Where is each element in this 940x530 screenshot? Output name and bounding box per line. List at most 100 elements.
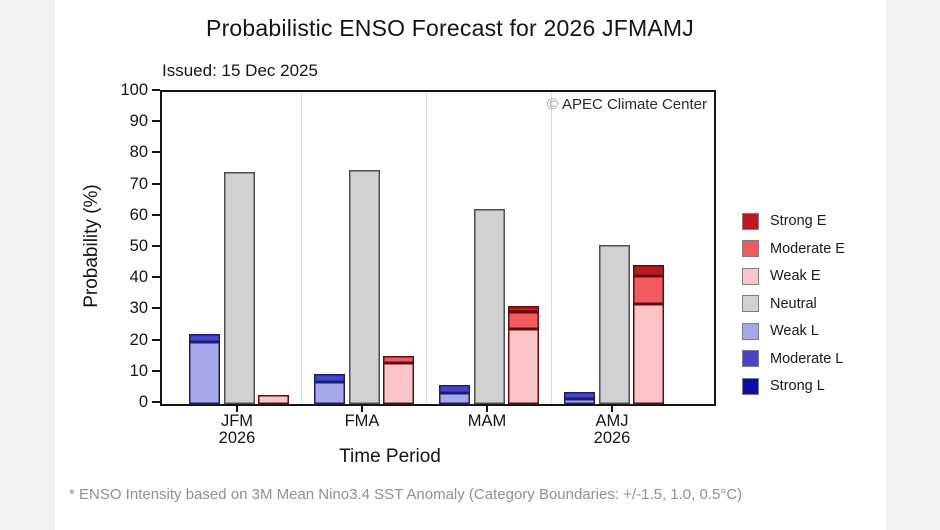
category-separator-gridline xyxy=(425,92,428,404)
bar-segment-moderate-l xyxy=(439,385,470,394)
x-axis-label: Time Period xyxy=(339,446,441,467)
y-tick-mark xyxy=(152,182,160,185)
legend-item-weak-l: Weak L xyxy=(742,322,845,340)
x-tick-label-line: FMA xyxy=(344,412,380,430)
y-tick-mark xyxy=(152,401,160,403)
neutral-bar xyxy=(598,244,630,404)
legend-swatch xyxy=(742,240,759,257)
watermark: © APEC Climate Center xyxy=(547,96,707,113)
bar-segment-moderate-l xyxy=(564,391,595,400)
legend-label: Weak L xyxy=(770,323,819,339)
y-tick-label: 40 xyxy=(129,268,148,287)
y-tick-label: 80 xyxy=(129,143,148,162)
legend-label: Moderate L xyxy=(770,350,844,367)
legend-item-strong-l: Strong L xyxy=(742,377,845,395)
x-tick-label-line: MAM xyxy=(467,412,507,430)
y-tick-mark xyxy=(152,120,160,123)
y-tick-mark xyxy=(152,151,160,154)
bar-segment-strong-e xyxy=(508,305,539,312)
legend-swatch xyxy=(742,295,759,312)
y-tick-label: 0 xyxy=(138,393,148,411)
el_nino-bar xyxy=(383,355,414,404)
el_nino-bar xyxy=(258,394,289,404)
bar-segment-weak-l xyxy=(564,399,595,404)
y-tick-mark xyxy=(152,307,160,310)
bar-segment-moderate-e xyxy=(383,355,414,364)
x-tick-label-line: AMJ xyxy=(595,412,629,430)
plot-area: © APEC Climate Center xyxy=(160,90,716,406)
legend-swatch xyxy=(742,377,759,395)
y-tick-label: 70 xyxy=(129,174,148,193)
neutral-bar xyxy=(348,170,380,404)
y-tick-label: 50 xyxy=(129,237,148,255)
y-tick-label: 20 xyxy=(129,330,148,349)
legend-label: Moderate E xyxy=(770,240,845,257)
bar-segment-weak-e xyxy=(383,363,414,404)
bar-group-amj-2026 xyxy=(564,92,664,404)
y-tick-label: 10 xyxy=(129,361,148,380)
x-tick-label: JFM 2026 xyxy=(187,413,287,447)
bar-segment-moderate-l xyxy=(314,374,345,383)
x-tick-label: FMA xyxy=(312,413,412,430)
bar-group-mam xyxy=(439,92,539,404)
bar-segment-weak-e xyxy=(258,394,289,404)
legend-item-weak-e: Weak E xyxy=(742,267,845,285)
y-tick-mark xyxy=(152,338,160,341)
bar-segment-neutral xyxy=(598,244,630,404)
y-tick-mark xyxy=(152,245,160,247)
bar-segment-neutral xyxy=(223,171,255,404)
x-tick-label: MAM xyxy=(437,413,537,430)
bar-segment-strong-e xyxy=(633,265,664,277)
y-tick-label: 30 xyxy=(129,299,148,318)
legend-item-strong-e: Strong E xyxy=(742,212,845,230)
neutral-bar xyxy=(223,171,255,404)
y-tick-mark xyxy=(152,213,160,216)
la_nina-bar xyxy=(314,374,345,404)
x-tick-mark xyxy=(236,404,238,412)
bar-segment-weak-e xyxy=(508,329,539,404)
bar-segment-neutral xyxy=(473,209,505,404)
legend-swatch xyxy=(742,322,759,340)
bar-segment-weak-e xyxy=(633,304,664,404)
y-tick-label: 90 xyxy=(129,112,148,131)
x-tick-label-line: 2026 xyxy=(218,429,256,447)
watermark-text: APEC Climate Center xyxy=(561,96,707,113)
legend-label: Strong E xyxy=(770,213,827,229)
legend-swatch xyxy=(742,267,759,285)
la_nina-bar xyxy=(564,391,595,404)
neutral-bar xyxy=(473,209,505,404)
legend-label: Weak E xyxy=(770,268,821,284)
la_nina-bar xyxy=(439,385,470,404)
bar-segment-weak-l xyxy=(189,341,220,404)
legend-label: Strong L xyxy=(770,378,825,394)
bar-segment-moderate-l xyxy=(189,333,220,342)
y-tick-mark xyxy=(152,369,160,372)
x-tick-label-line: 2026 xyxy=(593,429,631,447)
bar-segment-neutral xyxy=(348,170,380,404)
bar-group-jfm-2026 xyxy=(189,92,289,404)
bar-group-fma xyxy=(314,92,414,404)
legend: Strong E Moderate E Weak E Neutral Weak L Mod… xyxy=(742,212,845,405)
copyright-icon: © xyxy=(546,96,558,113)
legend-item-moderate-e: Moderate E xyxy=(742,240,845,258)
y-tick-mark xyxy=(152,276,160,279)
footnote: * ENSO Intensity based on 3M Mean Nino3.… xyxy=(69,486,743,503)
y-tick-mark xyxy=(152,89,160,91)
el_nino-bar xyxy=(633,265,664,404)
bar-segment-weak-l xyxy=(439,393,470,404)
la_nina-bar xyxy=(189,333,220,404)
x-tick-mark xyxy=(486,404,488,412)
el_nino-bar xyxy=(508,305,539,404)
chart-figure: Probabilistic ENSO Forecast for 2026 JFM… xyxy=(55,0,886,530)
x-tick-label-line: JFM xyxy=(220,412,254,430)
chart-title: Probabilistic ENSO Forecast for 2026 JFM… xyxy=(206,15,694,41)
category-separator-gridline xyxy=(550,92,553,404)
legend-swatch xyxy=(742,350,759,367)
bar-segment-weak-l xyxy=(314,382,345,404)
category-separator-gridline xyxy=(300,92,303,404)
y-tick-label: 60 xyxy=(129,205,148,224)
x-tick-mark xyxy=(611,404,613,412)
y-tick-label: 100 xyxy=(120,81,148,99)
bar-segment-moderate-e xyxy=(633,276,664,305)
